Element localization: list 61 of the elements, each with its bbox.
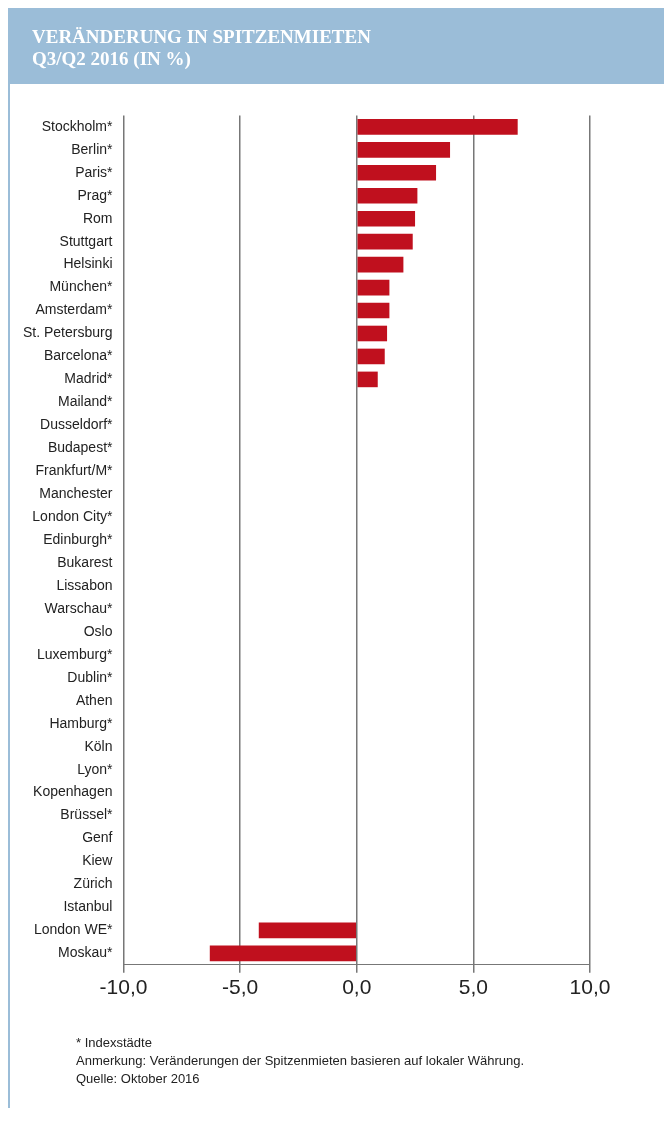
y-tick-label: Frankfurt/M* <box>35 462 114 479</box>
y-tick-label: München* <box>49 278 114 295</box>
x-tick-label: 0,0 <box>342 975 372 999</box>
bar <box>209 945 356 962</box>
y-tick-label: Köln <box>84 737 113 754</box>
y-tick-label: Zürich <box>73 875 113 892</box>
text: * Indexstädte <box>76 1034 153 1052</box>
chart-subtitle: Q3/Q2 2016 (IN %) <box>32 48 192 70</box>
y-tick-label: Rom <box>82 209 113 226</box>
bar <box>357 233 413 250</box>
y-tick-label: Bukarest <box>57 553 113 570</box>
y-tick-label: Manchester <box>39 485 113 502</box>
y-tick-label: Warschau* <box>44 599 114 616</box>
y-tick-label: Lissabon <box>56 576 113 593</box>
y-tick-label: Dusseldorf* <box>40 416 114 433</box>
y-tick-label: Barcelona* <box>43 347 114 364</box>
bar <box>357 210 416 227</box>
y-tick-label: Hamburg* <box>49 714 114 731</box>
y-tick-label: London City* <box>32 508 114 524</box>
bar <box>357 279 390 296</box>
y-tick-label: Brüssel* <box>60 806 114 823</box>
bar <box>357 256 404 273</box>
source-note: Quelle: Oktober 2016 <box>76 1070 201 1088</box>
bar <box>357 142 451 158</box>
y-tick-label: Dublin* <box>67 668 114 685</box>
y-tick-label: Berlin* <box>71 140 114 157</box>
y-tick-label: Amsterdam* <box>35 301 114 318</box>
bar <box>357 348 385 365</box>
y-tick-label: Genf <box>82 829 113 846</box>
y-tick-label: Oslo <box>83 622 113 639</box>
y-tick-label: Kopenhagen <box>33 783 113 800</box>
bar <box>357 187 418 204</box>
y-tick-label: Mailand* <box>58 393 114 410</box>
x-tick-label: -5,0 <box>222 975 259 999</box>
y-tick-label: St. Petersburg <box>22 324 113 341</box>
y-tick-label: London WE* <box>33 921 114 938</box>
x-tick-label: -10,0 <box>99 975 148 999</box>
y-tick-label: Istanbul <box>63 898 113 915</box>
y-tick-label: Moskau* <box>58 944 114 961</box>
x-tick-label: 5,0 <box>458 975 488 999</box>
y-tick-label: Helsinki <box>63 255 113 272</box>
y-tick-label: Stuttgart <box>59 232 113 249</box>
y-tick-label: Stockholm* <box>41 117 114 134</box>
y-tick-label: Athen <box>75 691 113 708</box>
y-tick-label: Luxemburg* <box>36 645 114 662</box>
y-tick-label: Budapest* <box>47 439 114 456</box>
y-tick-label: Paris* <box>75 163 114 180</box>
bar <box>357 164 437 181</box>
text: Anmerkung: Veränderungen der Spitzenmieten basieren auf lokaler Währung. <box>76 1052 526 1070</box>
chart-title: VERÄNDERUNG IN SPITZENMIETEN <box>32 26 372 48</box>
bar <box>357 119 518 135</box>
bar <box>357 325 388 342</box>
bar <box>357 371 378 388</box>
y-tick-label: Edinburgh* <box>43 530 114 547</box>
y-tick-label: Lyon* <box>77 760 114 777</box>
y-tick-label: Prag* <box>77 186 114 203</box>
x-tick-label: 10,0 <box>569 975 611 999</box>
bar <box>258 922 356 939</box>
y-tick-label: Madrid* <box>64 370 114 387</box>
y-tick-label: Kiew <box>82 852 114 869</box>
bar <box>357 302 390 319</box>
